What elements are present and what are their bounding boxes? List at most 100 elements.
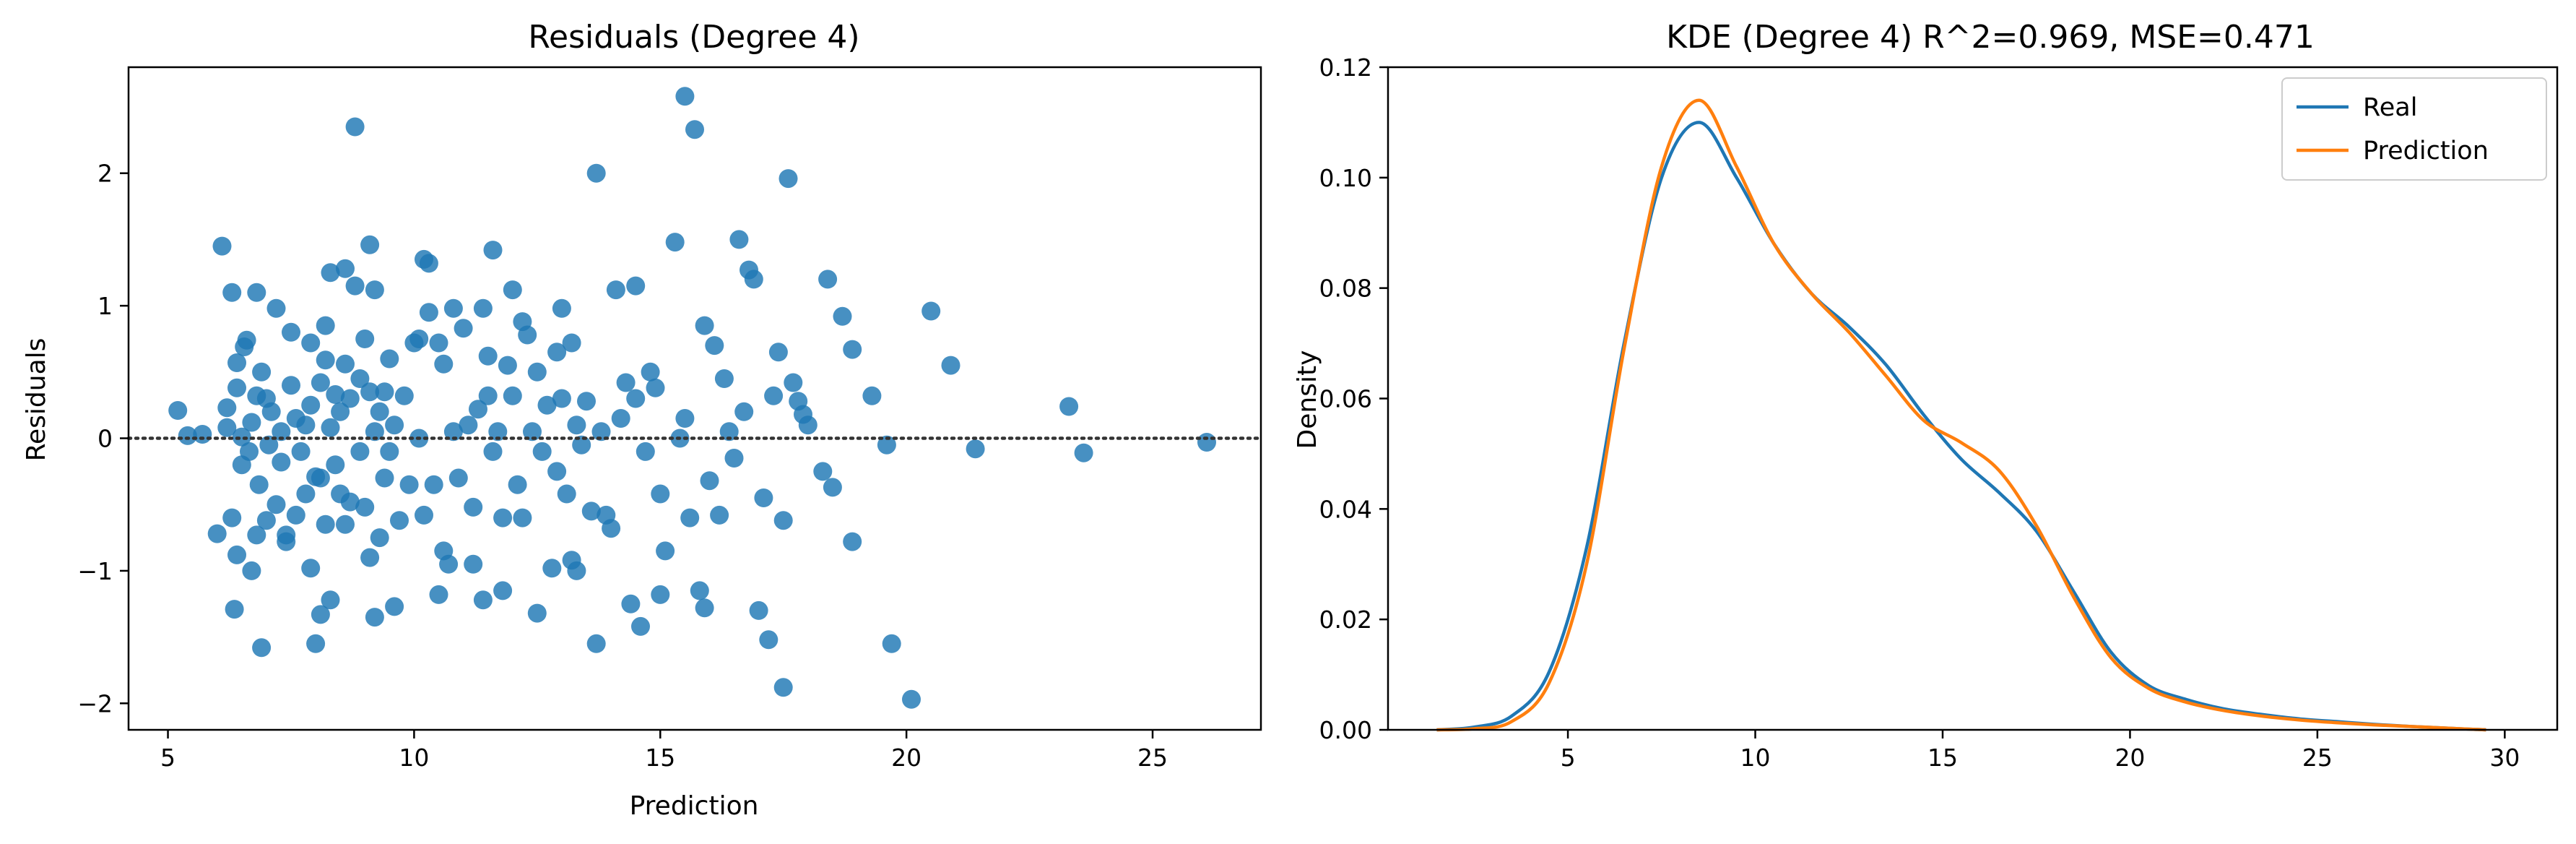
residual-point (729, 230, 749, 249)
legend-label-prediction: Prediction (2363, 137, 2489, 165)
residual-point (321, 590, 340, 610)
residual-point (419, 303, 438, 322)
legend-box (2281, 77, 2547, 181)
residual-point (773, 678, 793, 697)
residual-point (316, 316, 335, 335)
residual-point (508, 475, 527, 494)
residual-point (429, 585, 448, 604)
residual-point (552, 389, 571, 408)
x-tick-label: 15 (645, 744, 675, 772)
residual-point (532, 442, 552, 461)
residual-point (651, 484, 670, 504)
residual-point (311, 605, 330, 624)
y-tick-label: 0.06 (1319, 385, 1372, 413)
residuals-plot-frame (127, 66, 1262, 731)
residuals-x-label: Prediction (630, 791, 759, 821)
residual-point (641, 362, 660, 382)
residual-point (217, 418, 237, 437)
residual-point (581, 501, 601, 521)
residual-point (439, 554, 459, 574)
residual-point (882, 634, 901, 653)
residuals-x-ticks: 5 10 15 20 25 (160, 730, 1168, 772)
residual-point (249, 475, 269, 494)
residual-point (291, 442, 311, 461)
residual-point (385, 415, 404, 435)
residual-point (225, 600, 244, 619)
residual-point (409, 330, 429, 348)
residual-point (306, 634, 326, 653)
residual-point (247, 525, 266, 545)
residual-point (296, 484, 316, 504)
residual-point (340, 389, 360, 408)
kde-y-ticks: 0.00 0.02 0.04 0.06 0.08 0.10 0.12 (1319, 53, 1388, 744)
residual-point (843, 340, 862, 359)
y-tick-label: 0.08 (1319, 275, 1372, 303)
x-tick-label: 10 (1740, 744, 1771, 772)
residual-point (242, 561, 261, 580)
residual-point (212, 236, 232, 256)
residual-point (611, 409, 630, 428)
residual-point (700, 471, 719, 491)
residual-point (764, 386, 784, 405)
residual-point (434, 354, 454, 374)
residual-point (375, 382, 394, 402)
kde-panel: KDE (Degree 4) R^2=0.969, MSE=0.471 5 10 1… (1293, 19, 2559, 772)
residual-point (714, 369, 734, 388)
residual-point (336, 354, 355, 374)
residual-point (675, 409, 695, 428)
residual-point (237, 330, 256, 350)
residual-point (326, 455, 345, 475)
residual-point (419, 254, 438, 273)
residual-point (675, 87, 695, 106)
residual-point (282, 322, 300, 342)
residual-point (311, 373, 330, 392)
residual-point (301, 559, 321, 578)
residual-point (493, 581, 513, 600)
x-tick-label: 30 (2489, 744, 2520, 772)
residual-point (464, 497, 483, 517)
residual-point (562, 333, 581, 353)
residual-point (606, 280, 625, 300)
residual-point (178, 426, 197, 445)
x-tick-label: 20 (891, 744, 921, 772)
residual-point (261, 402, 281, 421)
residual-point (168, 401, 188, 420)
residual-point (586, 634, 606, 653)
residuals-y-ticks: −2 −1 0 1 2 (77, 160, 129, 718)
residual-point (773, 511, 793, 530)
residual-point (360, 382, 380, 402)
residual-point (695, 598, 714, 618)
residual-point (240, 442, 259, 461)
residual-point (360, 548, 380, 567)
y-tick-label: 1 (97, 292, 113, 320)
residual-point (542, 559, 562, 578)
y-tick-label: 0 (97, 425, 113, 453)
residual-point (380, 442, 399, 461)
residual-point (547, 343, 567, 362)
residual-point (399, 475, 419, 494)
residual-point (862, 386, 882, 405)
residual-point (705, 336, 724, 356)
residual-point (454, 319, 473, 338)
residual-point (902, 689, 921, 709)
residual-point (823, 478, 842, 497)
residual-point (537, 395, 557, 415)
residual-point (266, 298, 286, 318)
residual-point (345, 117, 365, 137)
residual-point (301, 333, 321, 353)
residual-point (424, 475, 443, 494)
x-tick-label: 25 (1137, 744, 1168, 772)
residual-point (345, 276, 365, 296)
residual-point (443, 298, 463, 318)
residual-point (355, 330, 375, 348)
residual-point (552, 298, 571, 318)
residual-point (326, 385, 345, 404)
kde-legend: Real Prediction (2281, 77, 2547, 181)
residual-point (394, 386, 414, 405)
residual-point (370, 402, 389, 421)
residual-point (282, 376, 300, 395)
residual-point (350, 442, 370, 461)
residual-point (488, 422, 508, 442)
